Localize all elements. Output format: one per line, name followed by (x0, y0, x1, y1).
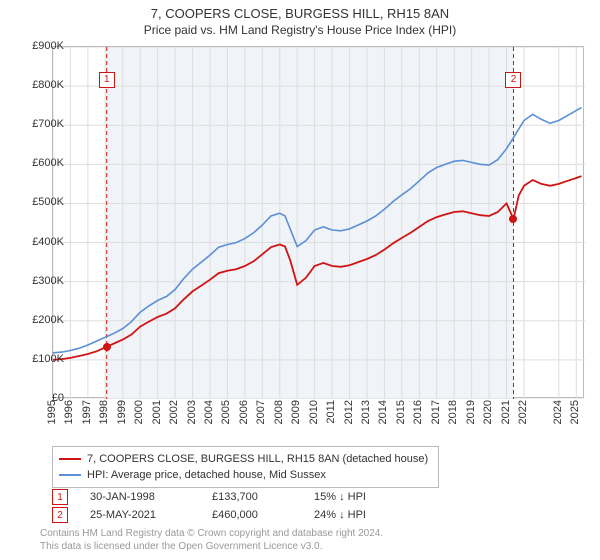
y-axis-label: £300K (32, 275, 64, 287)
x-axis-label: 2019 (465, 400, 477, 424)
x-axis-label: 1999 (116, 400, 128, 424)
legend-label: 7, COOPERS CLOSE, BURGESS HILL, RH15 8AN… (87, 453, 428, 465)
x-axis-label: 2014 (377, 400, 389, 424)
x-axis-label: 2015 (395, 400, 407, 424)
legend-label: HPI: Average price, detached house, Mid … (87, 469, 326, 481)
footer-line1: Contains HM Land Registry data © Crown c… (40, 528, 383, 541)
y-axis-label: £800K (32, 79, 64, 91)
x-axis-label: 2018 (447, 400, 459, 424)
y-axis-label: £900K (32, 40, 64, 52)
y-axis-label: £100K (32, 353, 64, 365)
marker-row: 1 30-JAN-1998 £133,700 15% ↓ HPI (40, 488, 404, 506)
chart-title-line2: Price paid vs. HM Land Registry's House … (0, 23, 600, 37)
x-axis-label: 2003 (186, 400, 198, 424)
marker-delta: 24% ↓ HPI (314, 509, 404, 521)
x-axis-label: 2005 (220, 400, 232, 424)
marker-number-box: 1 (52, 489, 68, 505)
chart-title-line1: 7, COOPERS CLOSE, BURGESS HILL, RH15 8AN (0, 6, 600, 21)
x-axis-label: 2004 (203, 400, 215, 424)
x-axis-label: 1996 (63, 400, 75, 424)
legend-swatch (59, 458, 81, 460)
x-axis-label: 2006 (238, 400, 250, 424)
legend-swatch (59, 474, 81, 476)
marker-date: 30-JAN-1998 (90, 491, 190, 503)
chart-footer: Contains HM Land Registry data © Crown c… (40, 528, 383, 553)
x-axis-label: 2024 (552, 400, 564, 424)
x-axis-label: 2013 (360, 400, 372, 424)
x-axis-label: 2007 (255, 400, 267, 424)
marker-table: 1 30-JAN-1998 £133,700 15% ↓ HPI 2 25-MA… (40, 488, 404, 524)
chart-marker-box: 1 (99, 72, 115, 88)
x-axis-label: 2012 (343, 400, 355, 424)
x-axis-label: 2010 (308, 400, 320, 424)
x-axis-label: 2020 (482, 400, 494, 424)
x-axis-label: 2002 (168, 400, 180, 424)
chart-marker-dot (509, 215, 517, 223)
chart-marker-dot (103, 343, 111, 351)
y-axis-label: £700K (32, 118, 64, 130)
x-axis-label: 1997 (81, 400, 93, 424)
chart-plot-area: 12 (52, 46, 584, 398)
footer-line2: This data is licensed under the Open Gov… (40, 541, 383, 554)
chart-marker-box: 2 (505, 72, 521, 88)
chart-svg (53, 47, 585, 399)
y-axis-label: £500K (32, 196, 64, 208)
legend-row: 7, COOPERS CLOSE, BURGESS HILL, RH15 8AN… (59, 451, 428, 467)
y-axis-label: £600K (32, 157, 64, 169)
x-axis-label: 2021 (500, 400, 512, 424)
x-axis-label: 1998 (98, 400, 110, 424)
legend-row: HPI: Average price, detached house, Mid … (59, 467, 428, 483)
chart-legend: 7, COOPERS CLOSE, BURGESS HILL, RH15 8AN… (52, 446, 439, 488)
marker-date: 25-MAY-2021 (90, 509, 190, 521)
x-axis-label: 2025 (569, 400, 581, 424)
marker-row: 2 25-MAY-2021 £460,000 24% ↓ HPI (40, 506, 404, 524)
marker-price: £133,700 (212, 491, 292, 503)
x-axis-label: 2000 (133, 400, 145, 424)
x-axis-label: 2011 (325, 400, 337, 424)
chart-title-block: 7, COOPERS CLOSE, BURGESS HILL, RH15 8AN… (0, 0, 600, 41)
marker-number-box: 2 (52, 507, 68, 523)
x-axis-label: 1995 (46, 400, 58, 424)
x-axis-label: 2009 (290, 400, 302, 424)
x-axis-label: 2008 (273, 400, 285, 424)
y-axis-label: £400K (32, 236, 64, 248)
x-axis-label: 2016 (412, 400, 424, 424)
x-axis-label: 2001 (151, 400, 163, 424)
marker-price: £460,000 (212, 509, 292, 521)
x-axis-label: 2022 (517, 400, 529, 424)
marker-delta: 15% ↓ HPI (314, 491, 404, 503)
y-axis-label: £200K (32, 314, 64, 326)
x-axis-label: 2017 (430, 400, 442, 424)
